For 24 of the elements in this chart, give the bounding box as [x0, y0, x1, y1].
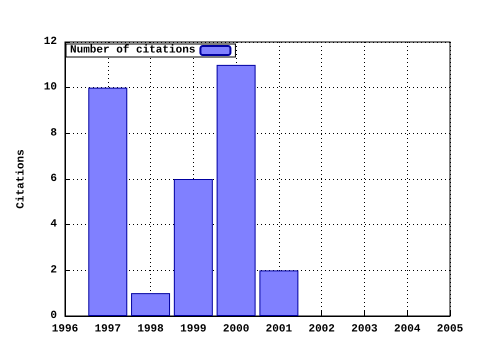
x-tick-label: 2001	[266, 324, 292, 336]
bar	[216, 64, 256, 316]
y-tick-label: 0	[50, 310, 57, 322]
x-tick-label: 1997	[94, 324, 121, 336]
x-tick-label: 1999	[180, 324, 207, 336]
y-tick-label: 8	[50, 127, 58, 140]
bar	[88, 88, 128, 316]
x-tick-label: 1998	[137, 324, 164, 336]
bar	[131, 293, 170, 316]
x-tick-label: 2002	[308, 324, 335, 336]
x-tick-label: 1996	[52, 324, 78, 336]
x-tick-label: 2000	[222, 324, 250, 336]
x-tick-label: 2005	[436, 324, 464, 336]
y-tick-label: 12	[44, 36, 57, 48]
legend-label: Number of citations	[70, 44, 196, 56]
y-tick-label: 2	[50, 264, 57, 276]
x-tick-label: 2004	[394, 324, 421, 336]
y-axis-title: Citations	[16, 149, 28, 209]
bar	[174, 179, 213, 316]
bar	[259, 270, 298, 316]
y-tick-label: 4	[50, 218, 58, 231]
y-tick-label: 10	[44, 82, 57, 94]
y-tick-label: 6	[50, 173, 57, 185]
x-tick-label: 2003	[351, 324, 378, 336]
